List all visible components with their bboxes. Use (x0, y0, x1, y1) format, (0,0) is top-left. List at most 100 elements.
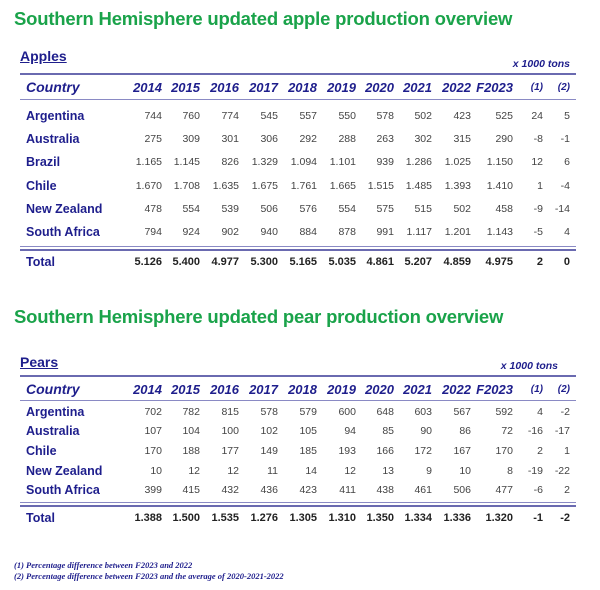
cell-2015: 760 (182, 109, 200, 122)
cell-2022: 1.201 (444, 226, 471, 239)
table-row: South Africa 399 415 432 436 423 411 438 461 506 4… (20, 480, 576, 500)
cell-2018: 423 (299, 484, 317, 497)
cell-2014: 170 (144, 444, 162, 457)
cell-f2023: 477 (495, 484, 513, 497)
cell-2014: 399 (144, 484, 162, 497)
country-name: New Zealand (26, 201, 103, 216)
cell-2017: 5.300 (250, 256, 278, 268)
cell-2017: 149 (260, 444, 278, 457)
cell-2017: 436 (260, 484, 278, 497)
cell-pct1pct: -6 (533, 484, 543, 497)
cell-f2023: 170 (495, 444, 513, 457)
column-header-2015: 2015 (171, 79, 200, 95)
cell-2015: 104 (182, 425, 200, 438)
cell-2021: 9 (426, 464, 432, 477)
cell-2020: 1.515 (367, 179, 394, 192)
country-name: Total (26, 511, 55, 525)
cell-2021: 302 (414, 132, 432, 145)
apples-table-label: Apples (20, 48, 67, 64)
cell-2018: 185 (299, 444, 317, 457)
cell-2014: 1.388 (134, 512, 162, 524)
cell-2022: 10 (459, 464, 471, 477)
cell-2021: 515 (414, 202, 432, 215)
pears-table-label: Pears (20, 354, 59, 370)
cell-2015: 309 (182, 132, 200, 145)
cell-2021: 461 (414, 484, 432, 497)
cell-2019: 1.310 (328, 512, 356, 524)
pears-total-rule-2 (20, 505, 576, 507)
cell-2017: 1.329 (251, 156, 278, 169)
cell-2016: 774 (221, 109, 239, 122)
cell-2014: 478 (144, 202, 162, 215)
apples-header-top-rule (20, 73, 576, 75)
cell-2022: 1.393 (444, 179, 471, 192)
apples-table: Apples x 1000 tons Country 2014 2015 2016 20… (20, 48, 576, 278)
cell-2022: 502 (453, 202, 471, 215)
cell-2020: 939 (376, 156, 394, 169)
cell-2016: 815 (221, 405, 239, 418)
cell-pct1pct: -19 (527, 464, 543, 477)
cell-2020: 578 (376, 109, 394, 122)
footnote-1: (1) Percentage difference between F2023 … (14, 560, 193, 570)
cell-2019: 1.665 (329, 179, 356, 192)
column-header-2020: 2020 (365, 381, 394, 397)
cell-2015: 5.400 (172, 256, 200, 268)
pears-table: Pears x 1000 tons Country 2014 2015 2016 201… (20, 354, 576, 534)
column-header-2014: 2014 (133, 79, 162, 95)
cell-2019: 193 (338, 444, 356, 457)
cell-2018: 14 (305, 464, 317, 477)
cell-2016: 902 (221, 226, 239, 239)
country-name: Argentina (26, 404, 85, 419)
cell-2016: 301 (221, 132, 239, 145)
column-header-2018: 2018 (288, 381, 317, 397)
column-header-2016: 2016 (210, 79, 239, 95)
cell-2017: 102 (260, 425, 278, 438)
cell-2014: 744 (144, 109, 162, 122)
table-row: Australia 107 104 100 102 105 94 85 90 86 72 -16 -17 (20, 422, 576, 442)
column-header-2021: 2021 (403, 79, 432, 95)
cell-2021: 1.286 (405, 156, 432, 169)
cell-2017: 1.276 (250, 512, 278, 524)
cell-2021: 1.485 (405, 179, 432, 192)
cell-2016: 432 (221, 484, 239, 497)
cell-2017: 940 (260, 226, 278, 239)
cell-2022: 1.025 (444, 156, 471, 169)
cell-pct1pct: 1 (537, 179, 543, 192)
cell-2020: 575 (376, 202, 394, 215)
footnotes: (1) Percentage difference between F2023 … (14, 560, 284, 582)
column-header-pct1pct: (1) (530, 81, 543, 93)
pears-header-top-rule (20, 375, 576, 377)
cell-2015: 782 (182, 405, 200, 418)
cell-2018: 292 (299, 132, 317, 145)
cell-2019: 550 (338, 109, 356, 122)
cell-2016: 100 (221, 425, 239, 438)
table-row: New Zealand 10 12 12 11 14 12 13 9 10 8 -19 -22 (20, 461, 576, 481)
cell-f2023: 592 (495, 405, 513, 418)
country-name: South Africa (26, 225, 100, 240)
column-header-2017: 2017 (249, 79, 278, 95)
cell-2021: 603 (414, 405, 432, 418)
cell-2018: 579 (299, 405, 317, 418)
cell-pct1pct: 4 (537, 405, 543, 418)
cell-2017: 545 (260, 109, 278, 122)
cell-2018: 576 (299, 202, 317, 215)
column-header-2022: 2022 (442, 79, 471, 95)
apples-section-title: Southern Hemisphere updated apple produc… (14, 8, 513, 29)
country-name: Australia (26, 424, 80, 439)
pears-header-row: Country 2014 2015 2016 2017 2018 2019 2020 2021 2… (20, 379, 576, 399)
cell-2016: 12 (227, 464, 239, 477)
cell-2014: 107 (144, 425, 162, 438)
cell-pct1pct: -5 (533, 226, 543, 239)
column-header-2016: 2016 (210, 381, 239, 397)
cell-2022: 506 (453, 484, 471, 497)
country-name: Total (26, 255, 55, 269)
country-name: South Africa (26, 483, 100, 498)
cell-2022: 4.859 (443, 256, 471, 268)
cell-2021: 5.207 (404, 256, 432, 268)
column-header-2018: 2018 (288, 79, 317, 95)
country-name: Australia (26, 131, 80, 146)
column-header-2019: 2019 (327, 79, 356, 95)
cell-pct2pct: -22 (554, 464, 570, 477)
column-header-2022: 2022 (442, 381, 471, 397)
cell-2016: 4.977 (211, 256, 239, 268)
